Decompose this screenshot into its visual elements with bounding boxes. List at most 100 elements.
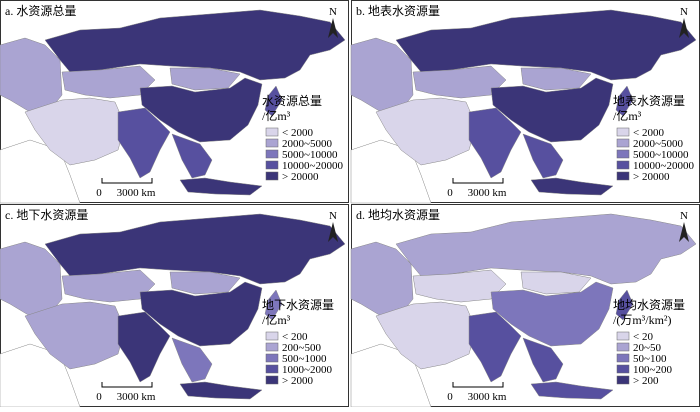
legend-swatch	[265, 138, 279, 148]
scale-label: 3000 km	[468, 187, 507, 199]
region-india	[117, 107, 171, 179]
region-indonesia	[530, 177, 614, 196]
region-seasia	[522, 337, 564, 383]
region-seasia	[522, 133, 564, 179]
legend-label: > 20000	[282, 171, 319, 183]
legend-label: 10000~20000	[633, 160, 694, 172]
legend-label: > 200	[633, 375, 659, 387]
legend-swatch	[265, 149, 279, 159]
region-seasia	[171, 133, 213, 179]
scale-zero: 0	[96, 187, 102, 199]
map-panel: d. 地均水资源量 N 地均水资源量/(万m³/km²) < 2020~5050~10…	[350, 204, 700, 408]
legend-swatch	[265, 342, 279, 352]
region-kazakh	[412, 65, 507, 99]
scale-bar	[452, 178, 504, 184]
legend-label: < 200	[282, 331, 308, 343]
north-arrow	[679, 222, 689, 242]
region-russia	[44, 9, 346, 81]
legend-label: > 2000	[282, 375, 313, 387]
region-japan	[264, 85, 283, 117]
region-russia	[395, 213, 697, 285]
region-kazakh	[61, 269, 156, 303]
title-box	[2, 207, 94, 223]
region-mideast	[24, 301, 126, 370]
legend-swatch	[616, 375, 630, 385]
scale-zero: 0	[447, 187, 453, 199]
legend-swatch	[616, 127, 630, 137]
region-india	[117, 311, 171, 383]
title-box	[353, 207, 445, 223]
legend-swatch	[616, 364, 630, 374]
legend-unit: /亿m³	[262, 312, 291, 327]
legend-label: 20~50	[633, 342, 661, 354]
region-china	[139, 77, 263, 143]
north-arrow	[328, 18, 338, 38]
legend-title: 地下水资源量	[262, 298, 334, 312]
legend-swatch	[616, 171, 630, 181]
region-india	[468, 107, 522, 179]
legend-label: 5000~10000	[282, 149, 338, 161]
scale-zero: 0	[96, 391, 102, 403]
legend-label: 2000~5000	[282, 138, 332, 150]
scale-label: 3000 km	[468, 391, 507, 403]
region-japan	[615, 85, 634, 117]
legend-label: 50~100	[633, 353, 667, 365]
legend-label: 5000~10000	[633, 149, 689, 161]
region-kazakh	[61, 65, 156, 99]
map-panel: a. 水资源总量 N 水资源总量/亿m³ < 20002000~50005000~10…	[0, 0, 349, 204]
region-russia	[44, 213, 346, 285]
legend-swatch	[616, 160, 630, 170]
map-panel: b. 地表水资源量 N 地表水资源量/亿m³ < 20002000~50005000~…	[350, 0, 700, 204]
scale-label: 3000 km	[117, 391, 156, 403]
title-box	[2, 3, 94, 19]
legend-label: 2000~5000	[633, 138, 683, 150]
region-mideast	[375, 301, 477, 370]
scale-bar	[452, 382, 504, 388]
legend-swatch	[616, 138, 630, 148]
map-panel: c. 地下水资源量 N 地下水资源量/亿m³ < 200200~500500~1000…	[0, 204, 349, 408]
legend-swatch	[265, 331, 279, 341]
legend-label: 1000~2000	[282, 364, 332, 376]
legend-label: 100~200	[633, 364, 672, 376]
legend-label: > 20000	[633, 171, 670, 183]
legend-label: < 2000	[633, 127, 664, 139]
legend-label: 500~1000	[282, 353, 327, 365]
region-india	[468, 311, 522, 383]
region-indonesia	[179, 381, 263, 400]
region-japan	[264, 289, 283, 321]
region-china	[139, 281, 263, 347]
legend-label: 200~500	[282, 342, 321, 354]
legend-label: < 20	[633, 331, 653, 343]
north-arrow	[328, 222, 338, 242]
region-mideast	[375, 97, 477, 166]
title-box	[353, 3, 445, 19]
scale-zero: 0	[447, 391, 453, 403]
legend-swatch	[616, 331, 630, 341]
region-seasia	[171, 337, 213, 383]
region-japan	[615, 289, 634, 321]
legend-label: 10000~20000	[282, 160, 343, 172]
legend-unit: /亿m³	[262, 108, 291, 123]
legend-title: 水资源总量	[262, 94, 322, 108]
scale-label: 3000 km	[117, 187, 156, 199]
panel-title: b. 地表水资源量	[356, 4, 440, 18]
region-china	[490, 77, 614, 143]
scale-bar	[101, 178, 153, 184]
legend-swatch	[616, 342, 630, 352]
region-russia	[395, 9, 697, 81]
legend-swatch	[265, 127, 279, 137]
panel-title: d. 地均水资源量	[356, 208, 440, 222]
north-arrow	[679, 18, 689, 38]
region-indonesia	[179, 177, 263, 196]
legend-swatch	[265, 160, 279, 170]
legend-swatch	[265, 375, 279, 385]
legend-label: < 2000	[282, 127, 313, 139]
region-kazakh	[412, 269, 507, 303]
scale-bar	[101, 382, 153, 388]
region-indonesia	[530, 381, 614, 400]
legend-swatch	[616, 353, 630, 363]
panel-title: a. 水资源总量	[5, 4, 76, 18]
region-mideast	[24, 97, 126, 166]
north-label: N	[329, 210, 337, 222]
